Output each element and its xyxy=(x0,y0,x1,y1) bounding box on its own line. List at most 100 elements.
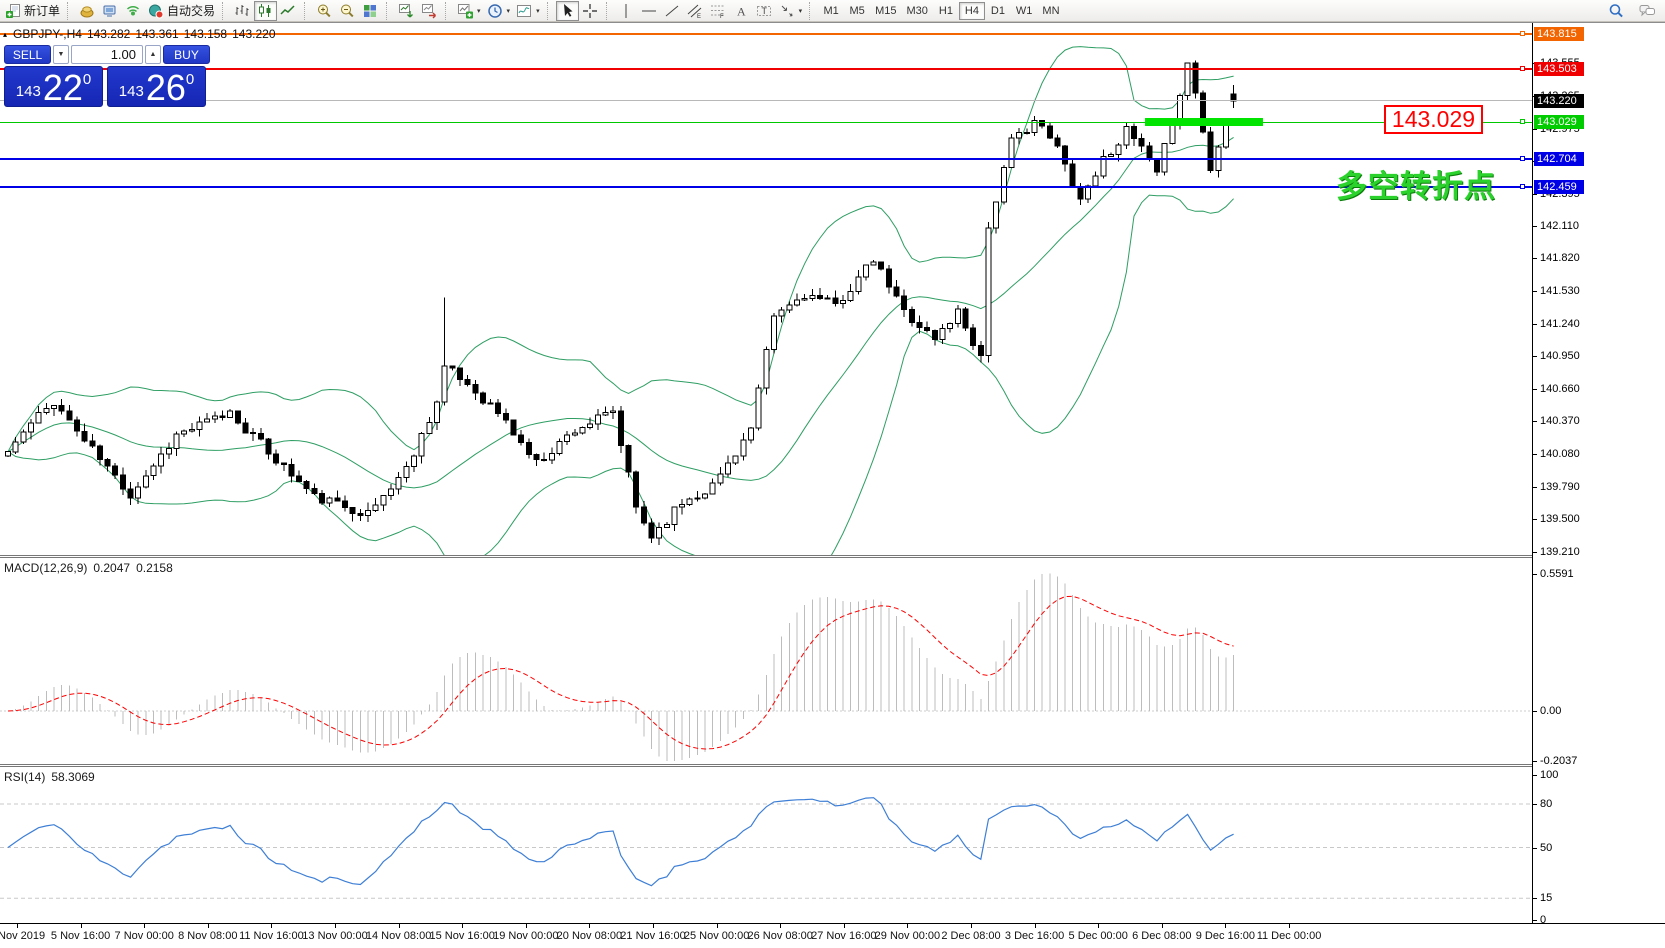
dropdown-arrow-icon[interactable]: ▾ xyxy=(798,7,803,15)
text-label-button[interactable]: T xyxy=(753,1,776,21)
strategy-tester-button[interactable] xyxy=(99,1,122,21)
chat-button[interactable] xyxy=(1636,1,1659,21)
line-handle[interactable] xyxy=(1520,31,1525,37)
dropdown-arrow-icon[interactable]: ▾ xyxy=(536,7,540,15)
candlestick-chart-button[interactable] xyxy=(254,0,278,21)
buy-button[interactable]: BUY xyxy=(163,45,210,64)
dropdown-arrow-icon[interactable]: ▾ xyxy=(506,7,511,15)
horizontal-line-object[interactable] xyxy=(0,100,1532,102)
dropdown-arrow-icon[interactable]: ▾ xyxy=(477,7,481,15)
horizontal-line-button[interactable] xyxy=(638,1,661,21)
rsi-pane[interactable] xyxy=(0,767,1532,923)
horizontal-line-object[interactable] xyxy=(0,121,1532,123)
one-click-toggle-icon[interactable]: ▴ xyxy=(3,29,8,39)
time-label: 8 Nov 08:00 xyxy=(178,930,238,942)
sell-button[interactable]: SELL xyxy=(4,45,51,64)
vertical-line-button[interactable] xyxy=(615,1,638,21)
toolbar-separator xyxy=(605,1,612,20)
volume-increase-button[interactable]: ▲ xyxy=(145,45,161,64)
line-handle[interactable] xyxy=(1520,119,1525,125)
axis-tick-mark xyxy=(1533,775,1537,776)
cursor-button[interactable] xyxy=(555,0,579,21)
text-button[interactable]: A xyxy=(730,1,753,21)
time-tick-mark xyxy=(780,924,782,928)
auto-arrange-button[interactable] xyxy=(395,1,418,21)
thick-trendline-segment[interactable] xyxy=(1145,118,1263,127)
new-chart-button[interactable]: ▾ xyxy=(454,1,484,21)
tile2-icon xyxy=(421,3,438,19)
volume-decrease-button[interactable]: ▼ xyxy=(53,45,69,64)
price-tag: 142.704 xyxy=(1534,151,1584,166)
timeframe-d1-button[interactable]: D1 xyxy=(990,4,1005,17)
line-handle[interactable] xyxy=(1520,66,1525,72)
sell-price-base: 143 xyxy=(15,83,41,100)
trendline-button[interactable] xyxy=(661,1,684,21)
fibonacci-button[interactable]: F xyxy=(707,1,730,21)
time-tick-mark xyxy=(525,924,527,928)
arrows-button[interactable]: ▾ xyxy=(776,1,806,21)
timeframe-h4-button[interactable]: H4 xyxy=(958,1,985,20)
search-button[interactable] xyxy=(1605,1,1628,21)
periods-button[interactable]: ▾ xyxy=(484,1,514,21)
chinese-note-text[interactable]: 多空转折点 xyxy=(1336,169,1496,204)
axis-tick-mark xyxy=(1533,761,1537,763)
time-label: 19 Nov 00:00 xyxy=(493,930,559,942)
price-tick-label: 140.660 xyxy=(1540,382,1580,395)
crosshair-button[interactable] xyxy=(579,1,602,21)
axis-tick-mark xyxy=(1533,551,1537,553)
time-tick-mark xyxy=(653,924,654,928)
horizontal-line-object[interactable] xyxy=(0,185,1532,188)
indicators-button[interactable]: ▾ xyxy=(513,1,543,21)
price-tag: 143.815 xyxy=(1534,27,1584,42)
label-icon: T xyxy=(756,3,773,19)
horizontal-line-object[interactable] xyxy=(0,33,1532,36)
time-tick-mark xyxy=(398,924,400,928)
line-handle[interactable] xyxy=(1520,155,1525,161)
time-label: 5 Nov 16:00 xyxy=(50,930,111,942)
time-label: 25 Nov 00:00 xyxy=(683,930,750,942)
volume-input[interactable] xyxy=(71,45,143,64)
buy-price-display[interactable]: 143 26 0 xyxy=(107,66,206,107)
time-tick-mark xyxy=(144,924,146,928)
time-tick-mark xyxy=(80,924,82,928)
sell-price-display[interactable]: 143 22 0 xyxy=(4,66,103,107)
timeframe-h1-button[interactable]: H1 xyxy=(938,4,953,17)
timeframe-mn-button[interactable]: MN xyxy=(1042,4,1060,17)
svg-text:T: T xyxy=(761,6,767,16)
timeframe-m1-button[interactable]: M1 xyxy=(823,4,839,17)
line-chart-button[interactable] xyxy=(277,1,300,21)
timeframe-m15-button[interactable]: M15 xyxy=(875,4,897,17)
price-pane[interactable] xyxy=(0,23,1532,555)
zoom-out-button[interactable] xyxy=(336,1,359,21)
metaeditor-button[interactable] xyxy=(76,1,99,21)
timeframe-m5-button[interactable]: M5 xyxy=(849,4,865,17)
tile-charts-button[interactable] xyxy=(418,1,441,21)
axis-tick-mark xyxy=(1533,486,1537,488)
zoom-in-button[interactable] xyxy=(313,1,336,21)
time-label: 27 Nov 16:00 xyxy=(811,930,877,942)
bar-chart-button[interactable] xyxy=(231,1,254,21)
macd-pane[interactable] xyxy=(0,558,1532,763)
tile-windows-button[interactable] xyxy=(359,1,382,21)
price-callout-label[interactable]: 143.029 xyxy=(1384,105,1483,134)
equidistant-channel-button[interactable]: E xyxy=(684,1,707,21)
crosshair-icon xyxy=(582,3,599,19)
pane-separator[interactable] xyxy=(0,764,1665,767)
time-axis: 4 Nov 2019 5 Nov 16:007 Nov 00:00 8 Nov 08… xyxy=(0,923,1665,948)
pane-separator[interactable] xyxy=(0,555,1665,558)
time-label: 9 Dec 16:00 xyxy=(1195,930,1256,942)
chart-window[interactable]: ▴ GBPJPY-,H4 143.282 143.361 143.158 143… xyxy=(0,22,1665,948)
time-label: 5 Dec 00:00 xyxy=(1068,930,1128,942)
line-handle[interactable] xyxy=(1520,183,1525,189)
horizontal-line-object[interactable] xyxy=(0,68,1532,71)
timeframe-w1-button[interactable]: W1 xyxy=(1015,4,1033,17)
new-order-button[interactable]: 新订单 xyxy=(2,1,63,21)
chart-header: ▴ GBPJPY-,H4 143.282 143.361 143.158 143… xyxy=(3,27,276,41)
autotrading-button[interactable]: 自动交易 xyxy=(145,1,218,21)
signals-button[interactable] xyxy=(122,1,145,21)
svg-text:E: E xyxy=(697,14,701,19)
horizontal-line-object[interactable] xyxy=(0,157,1532,160)
channel-icon: E xyxy=(687,3,704,19)
timeframe-m30-button[interactable]: M30 xyxy=(906,4,928,17)
macd-value-signal: 0.2158 xyxy=(136,561,173,575)
